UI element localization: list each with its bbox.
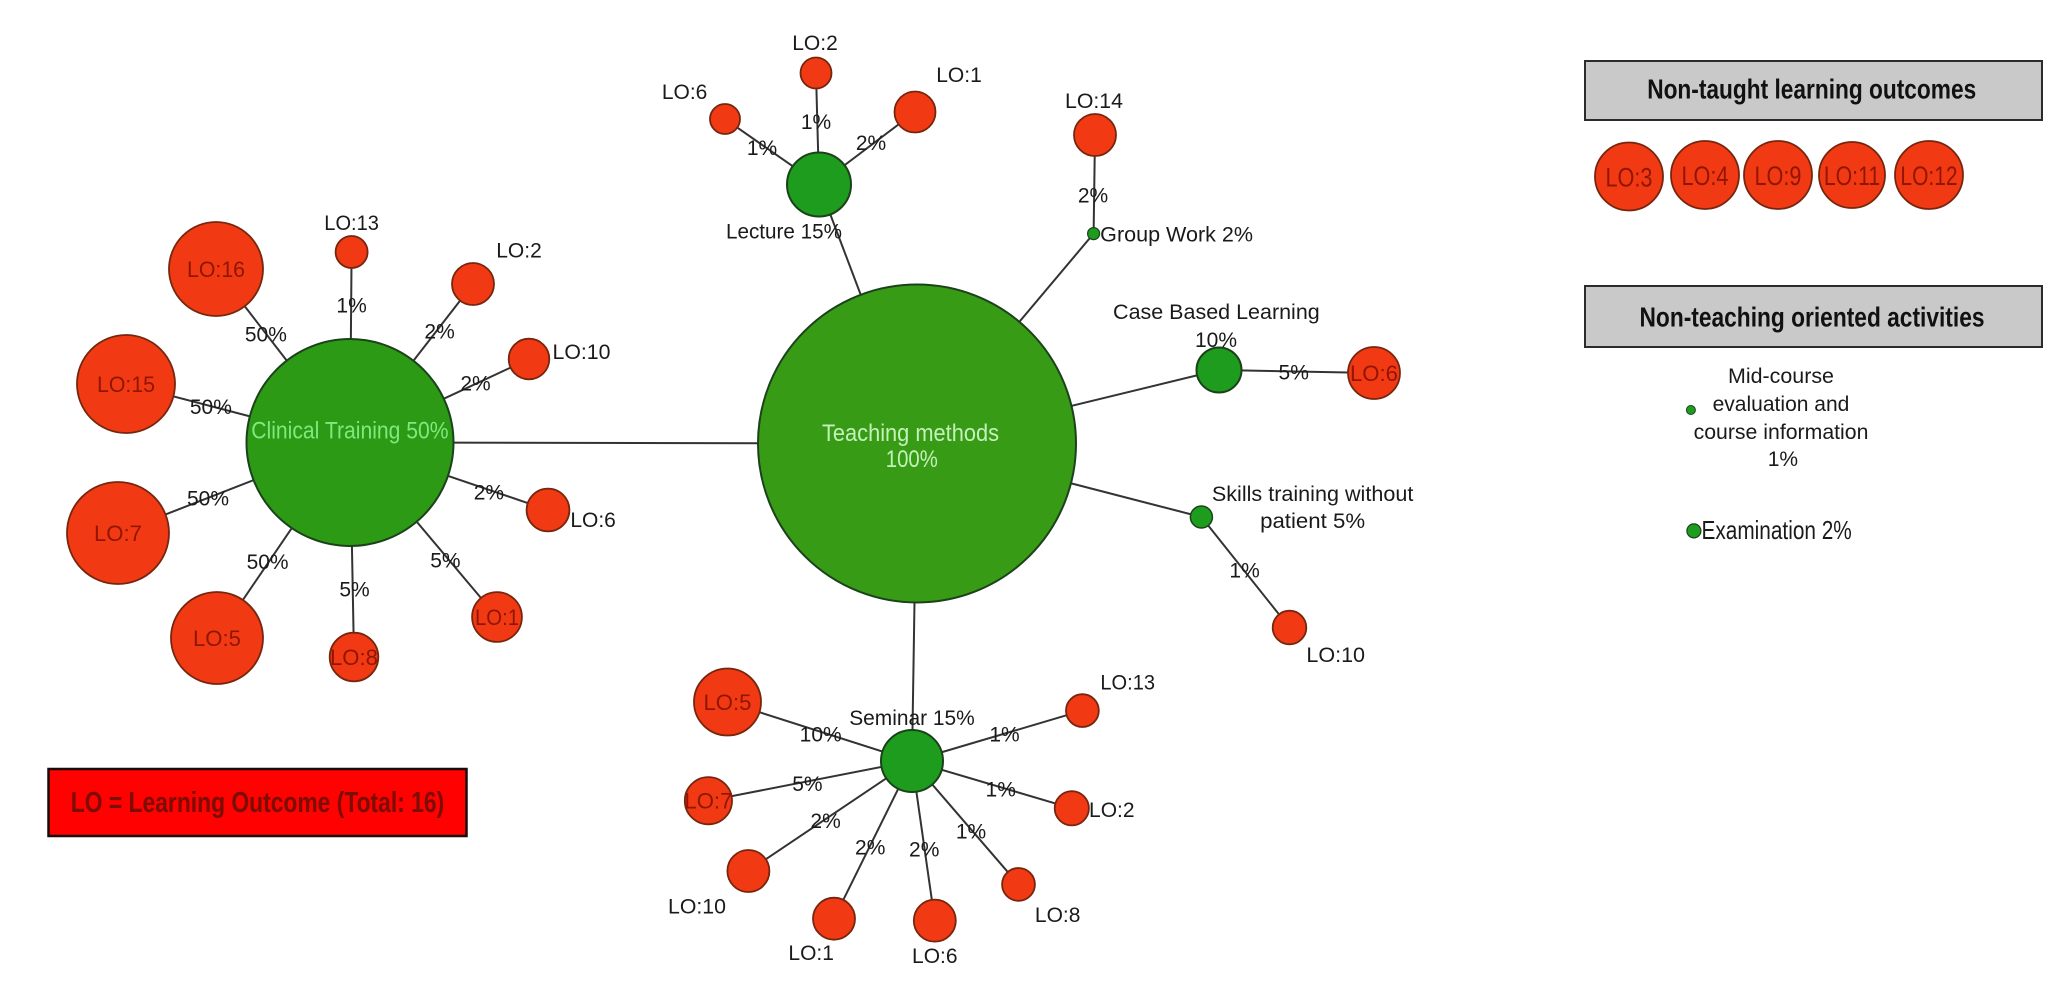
svg-text:Group Work 2%: Group Work 2% [1100,223,1253,246]
svg-text:Non-taught learning outcomes: Non-taught learning outcomes [1647,74,1976,105]
svg-text:LO:11: LO:11 [1824,161,1880,191]
svg-text:LO:8: LO:8 [1035,904,1081,927]
svg-text:5%: 5% [1279,362,1309,385]
svg-text:LO:1: LO:1 [936,64,982,87]
svg-text:LO:15: LO:15 [97,372,155,397]
svg-text:50%: 50% [247,551,289,574]
svg-text:Seminar 15%: Seminar 15% [849,707,975,730]
svg-text:1%: 1% [1768,448,1798,471]
svg-text:LO:2: LO:2 [496,240,542,263]
svg-text:LO:6: LO:6 [570,509,616,532]
svg-text:Teaching methods: Teaching methods [822,420,999,447]
svg-text:1%: 1% [956,820,986,843]
svg-text:2%: 2% [474,482,504,505]
svg-text:Mid-course: Mid-course [1728,365,1834,388]
svg-text:Case Based Learning: Case Based Learning [1113,301,1320,324]
svg-text:LO:9: LO:9 [1755,161,1802,191]
svg-text:evaluation and: evaluation and [1713,393,1850,416]
svg-text:LO:5: LO:5 [193,626,241,651]
svg-text:1%: 1% [801,111,831,134]
svg-text:LO:6: LO:6 [1350,361,1398,386]
svg-text:LO:12: LO:12 [1900,161,1957,191]
svg-text:1%: 1% [986,779,1016,802]
svg-text:LO:1: LO:1 [788,942,834,965]
svg-text:LO:10: LO:10 [553,341,611,364]
svg-text:LO:7: LO:7 [684,789,732,814]
svg-text:LO:2: LO:2 [792,32,838,55]
svg-text:LO:1: LO:1 [475,605,519,630]
svg-text:1%: 1% [336,295,366,318]
svg-text:Non-teaching oriented activiti: Non-teaching oriented activities [1640,301,1985,332]
svg-text:Clinical Training 50%: Clinical Training 50% [251,418,448,445]
svg-text:course information: course information [1694,421,1869,444]
svg-text:LO:8: LO:8 [330,645,378,670]
svg-text:LO:7: LO:7 [94,521,142,546]
svg-text:2%: 2% [856,132,886,155]
svg-text:LO:3: LO:3 [1606,163,1653,193]
svg-text:LO:6: LO:6 [662,81,708,104]
svg-text:LO:13: LO:13 [1100,672,1155,695]
svg-text:LO:16: LO:16 [187,257,245,282]
svg-text:2%: 2% [1078,185,1108,208]
svg-text:patient 5%: patient 5% [1260,510,1365,533]
svg-text:2%: 2% [810,810,840,833]
svg-text:Examination 2%: Examination 2% [1702,515,1852,545]
svg-text:10%: 10% [1195,329,1237,352]
svg-text:50%: 50% [187,487,229,510]
svg-text:LO:4: LO:4 [1682,161,1729,191]
svg-text:1%: 1% [1229,560,1259,583]
svg-text:LO:10: LO:10 [1306,644,1365,667]
svg-text:2%: 2% [855,836,885,859]
svg-text:5%: 5% [430,549,460,572]
svg-text:1%: 1% [747,137,777,160]
svg-text:LO:2: LO:2 [1089,799,1135,822]
svg-text:10%: 10% [800,723,842,746]
svg-text:LO:5: LO:5 [704,690,752,715]
svg-text:2%: 2% [460,373,490,396]
svg-text:5%: 5% [792,773,822,796]
svg-text:LO:13: LO:13 [324,212,379,235]
svg-text:Lecture 15%: Lecture 15% [726,221,842,244]
svg-text:LO = Learning Outcome (Total:: LO = Learning Outcome (Total: 16) [71,787,444,819]
svg-text:50%: 50% [190,396,232,419]
svg-text:2%: 2% [424,321,454,344]
svg-text:LO:10: LO:10 [668,895,726,918]
svg-text:50%: 50% [245,324,287,347]
svg-text:5%: 5% [339,578,369,601]
svg-text:LO:6: LO:6 [912,945,958,968]
svg-text:Skills training without: Skills training without [1212,483,1414,506]
svg-text:2%: 2% [909,838,939,861]
svg-text:100%: 100% [886,446,938,473]
svg-text:1%: 1% [989,723,1019,746]
svg-text:LO:14: LO:14 [1065,90,1123,113]
